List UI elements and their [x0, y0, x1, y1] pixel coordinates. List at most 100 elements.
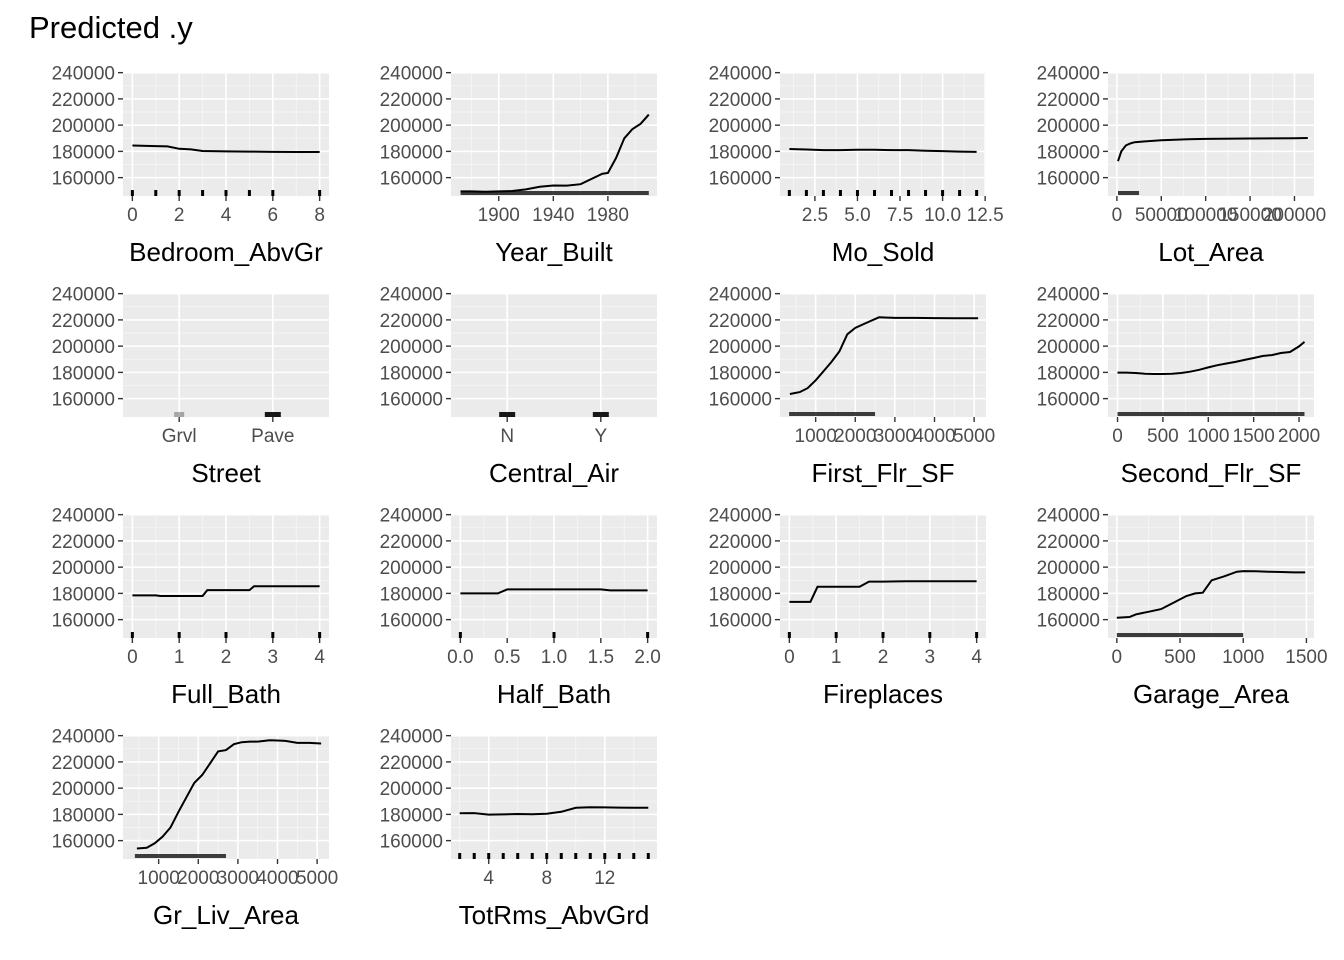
y-tick-label: 200000 [52, 337, 115, 358]
y-tick-label: 240000 [709, 285, 772, 306]
x-axis-title: Full_Bath [171, 679, 281, 709]
facet-mo-sold: 160000 180000 200000 220000 240000 2.5 5.0 7.5 1… [709, 64, 1004, 267]
x-axis-title: Garage_Area [1133, 679, 1290, 709]
y-tick-label: 220000 [380, 90, 443, 111]
y-tick-label: 160000 [52, 611, 115, 632]
panel-background [1108, 293, 1314, 417]
partial-dependence-line [132, 585, 320, 597]
x-axis-title: Fireplaces [823, 679, 943, 709]
y-tick-label: 160000 [709, 611, 772, 632]
facet-lot-area: 160000 180000 200000 220000 240000 0 500001000… [1037, 64, 1327, 267]
y-tick-label: 180000 [1037, 363, 1100, 384]
facet-garage-area: 160000 180000 200000 220000 240000 0 500 1000 15… [1037, 506, 1328, 709]
y-tick-label: 160000 [380, 390, 443, 411]
partial-dependence-line [789, 580, 977, 603]
x-tick-label: 3000 [874, 426, 916, 447]
y-tick-label: 220000 [380, 753, 443, 774]
panel-background [780, 293, 986, 417]
facet-totrms-abvgrd: 160000 180000 200000 220000 240000 4 8 12 TotRms… [380, 727, 657, 930]
y-tick-label: 200000 [709, 337, 772, 358]
facet-street: 160000 180000 200000 220000 240000 Grvl Pave St… [52, 285, 329, 488]
x-axis-title: Year_Built [495, 237, 613, 267]
y-tick-label: 200000 [52, 779, 115, 800]
partial-dependence-line [132, 144, 320, 153]
x-tick-label: 50000 [1135, 205, 1188, 226]
x-tick-label: 4 [314, 647, 325, 668]
x-axis-title: Bedroom_AbvGr [129, 237, 323, 267]
x-tick-label: 2.5 [802, 205, 828, 226]
x-tick-label: Y [594, 426, 607, 447]
y-tick-label: 160000 [52, 169, 115, 190]
y-tick-label: 160000 [1037, 611, 1100, 632]
x-tick-label: 2000 [177, 868, 219, 889]
x-axis-title: Gr_Liv_Area [153, 900, 299, 930]
y-tick-label: 240000 [1037, 285, 1100, 306]
y-tick-label: 240000 [380, 727, 443, 748]
y-tick-label: 240000 [1037, 506, 1100, 527]
y-tick-label: 220000 [1037, 532, 1100, 553]
x-tick-label: 0 [127, 205, 138, 226]
x-tick-label: 5.0 [844, 205, 870, 226]
rug-mark [174, 412, 185, 417]
x-tick-label: 10.0 [924, 205, 961, 226]
y-tick-label: 160000 [52, 832, 115, 853]
x-tick-label: 200000 [1263, 205, 1326, 226]
x-tick-label: 1000 [138, 868, 180, 889]
facet-full-bath: 160000 180000 200000 220000 240000 0 1 2 3 4 Full_… [52, 506, 329, 709]
y-tick-label: 160000 [1037, 169, 1100, 190]
x-tick-label: 150000 [1218, 205, 1281, 226]
facet-gr-liv-area: 160000 180000 200000 220000 240000 1000200030… [52, 727, 339, 930]
x-tick-label: 3000 [217, 868, 259, 889]
x-tick-label: 0 [784, 647, 795, 668]
x-tick-label: 1000 [1187, 426, 1229, 447]
y-tick-label: 220000 [709, 90, 772, 111]
x-tick-label: 2.0 [634, 647, 660, 668]
y-tick-label: 180000 [709, 584, 772, 605]
y-tick-label: 220000 [709, 532, 772, 553]
x-tick-label: 12.5 [967, 205, 1004, 226]
x-tick-label: 0 [1112, 205, 1123, 226]
x-tick-label: 6 [268, 205, 279, 226]
x-tick-label: 2000 [834, 426, 876, 447]
x-tick-label: 1500 [1233, 426, 1275, 447]
x-tick-label: 5000 [296, 868, 338, 889]
x-tick-label: Grvl [162, 426, 197, 447]
x-axis-title: Street [191, 458, 261, 488]
x-tick-label: 100000 [1174, 205, 1237, 226]
y-tick-label: 160000 [380, 169, 443, 190]
x-axis-title: Second_Flr_SF [1121, 458, 1302, 488]
y-tick-label: 180000 [1037, 584, 1100, 605]
x-tick-label: 1000 [795, 426, 837, 447]
x-tick-label: 3 [268, 647, 279, 668]
x-tick-label: 4 [483, 868, 494, 889]
rug-mark [592, 412, 609, 417]
y-tick-label: 200000 [380, 558, 443, 579]
x-tick-label: 4000 [256, 868, 298, 889]
y-tick-label: 220000 [1037, 311, 1100, 332]
x-tick-label: 1 [831, 647, 842, 668]
y-tick-label: 180000 [709, 363, 772, 384]
panel-background [1108, 72, 1314, 196]
x-tick-label: 1500 [1285, 647, 1327, 668]
y-tick-label: 180000 [709, 142, 772, 163]
x-tick-label: 1.0 [541, 647, 567, 668]
y-tick-label: 180000 [380, 363, 443, 384]
y-tick-label: 220000 [52, 311, 115, 332]
x-tick-label: 3 [925, 647, 936, 668]
y-tick-label: 200000 [709, 116, 772, 137]
x-tick-label: 2 [174, 205, 185, 226]
x-tick-label: 1900 [478, 205, 520, 226]
y-tick-label: 240000 [52, 64, 115, 85]
panel-background [451, 735, 657, 859]
x-tick-label: 0 [1112, 426, 1123, 447]
y-tick-label: 160000 [380, 611, 443, 632]
y-tick-label: 240000 [52, 506, 115, 527]
y-tick-label: 200000 [380, 116, 443, 137]
y-tick-label: 200000 [1037, 558, 1100, 579]
y-tick-label: 220000 [1037, 90, 1100, 111]
y-tick-label: 200000 [380, 779, 443, 800]
x-axis-title: Half_Bath [497, 679, 611, 709]
facet-year-built: 160000 180000 200000 220000 240000 1900 1940 19… [380, 64, 657, 267]
x-tick-label: 2000 [1278, 426, 1320, 447]
